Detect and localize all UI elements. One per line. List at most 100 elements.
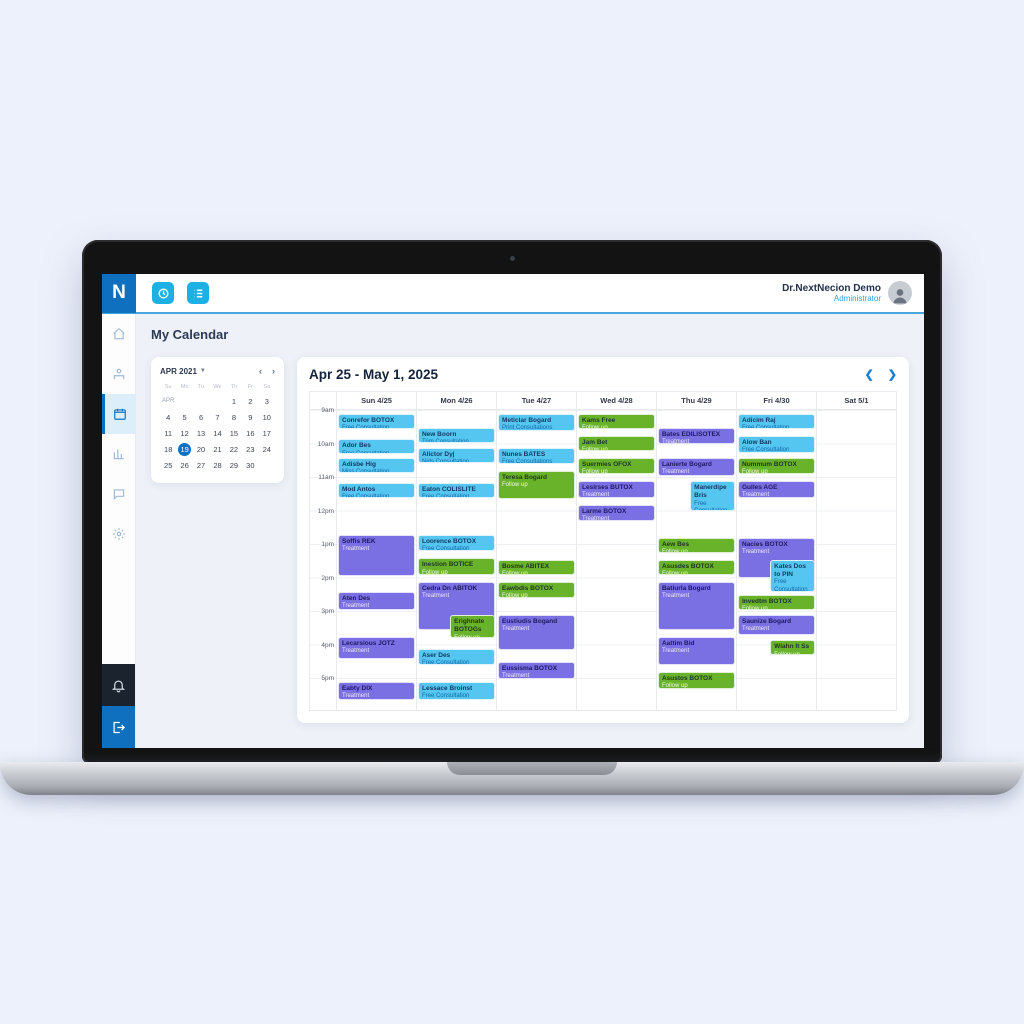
mini-day-cell[interactable]: 26 [180, 460, 189, 470]
appointment-event[interactable]: Ador Bes Free Consultation [338, 439, 415, 455]
sidebar-item-patients[interactable] [102, 354, 135, 394]
user-menu[interactable]: Dr.NextNecion Demo Administrator [782, 281, 912, 305]
appointment-event[interactable]: Invedtm BOTOX Follow up [738, 595, 815, 610]
mini-day-cell[interactable]: 13 [196, 428, 206, 438]
appointment-event[interactable]: Suermies OFOX Follow up [578, 457, 655, 475]
mini-day-cell[interactable]: 14 [213, 428, 222, 438]
appointment-event[interactable]: Adisbe Hig Miss Consultation [338, 457, 415, 473]
appointment-event[interactable]: Alow Ban Free Consultation [738, 436, 815, 453]
appointment-event[interactable]: Lecarsious JOTZ Treatment [338, 637, 415, 659]
week-prev-button[interactable]: ❮ [864, 369, 874, 381]
mini-prev-button[interactable]: ‹ [259, 366, 262, 376]
appointment-event[interactable]: Mod Antos Free Consultation [338, 483, 415, 498]
event-subtitle: Treatment [661, 469, 690, 476]
appointment-event[interactable]: Aten Des Treatment [338, 591, 415, 610]
appointment-event[interactable]: Nummum BOTOX Follow up [738, 457, 815, 475]
appointment-event[interactable]: Meticlar Bogard Print Consultations [497, 414, 575, 431]
appointment-event[interactable]: Eustiudis Bogand Treatment [497, 615, 575, 651]
appointment-event[interactable]: Lesirses BUTOX Treatment [578, 481, 655, 498]
time-label: 2pm [321, 574, 334, 582]
appointment-event[interactable]: Kates Dos to PIN Free Consultation [770, 560, 815, 592]
sidebar-item-settings[interactable] [102, 514, 135, 554]
mini-day-cell[interactable]: 8 [231, 412, 236, 422]
mini-day-cell[interactable]: 16 [246, 428, 255, 438]
mini-day-cell[interactable]: 30 [246, 460, 255, 470]
mini-day-cell[interactable]: 15 [229, 428, 239, 438]
mini-day-cell[interactable]: 22 [229, 444, 239, 454]
appointment-event[interactable]: Erighnate BOTOGs Follow up [450, 615, 495, 639]
appointment-event[interactable]: Eaton COLISLITE Free Consultation [417, 483, 495, 498]
mini-day-cell[interactable]: 11 [164, 428, 173, 438]
appointment-event[interactable]: Asusdes BOTOX Follow up [657, 560, 735, 575]
appointment-event[interactable]: Jam Bet Follow up [578, 436, 655, 451]
event-subtitle: Follow up [742, 606, 768, 610]
mini-day-cell[interactable]: 1 [231, 396, 236, 406]
appointment-event[interactable]: Soffis REK Treatment [338, 534, 415, 577]
mini-day-cell[interactable]: 17 [262, 428, 271, 438]
mini-day-cell[interactable]: 23 [246, 444, 255, 454]
appointment-event[interactable]: Aser Des Free Consultation [417, 648, 495, 666]
appointment-event[interactable]: Bates EDILISOTEX Treatment [657, 427, 735, 445]
appointment-event[interactable]: Inestion BOTICE Follow up [417, 558, 495, 575]
mini-day-cell[interactable]: 19 [176, 441, 192, 457]
appointment-event[interactable]: Batiurla Bogard Treatment [657, 581, 735, 631]
appointment-event[interactable]: Lessace Broinst Free Consultation [417, 682, 495, 701]
appointment-event[interactable]: Adicim Raj Free Consultation [738, 414, 815, 430]
appointment-event[interactable]: New Boorn Trim Consultation [417, 427, 495, 443]
mini-day-cell[interactable]: 20 [196, 444, 206, 454]
mini-day-cell [176, 393, 192, 409]
appointment-event[interactable]: Kams Free Follow up [578, 414, 655, 430]
appointment-event[interactable]: Larme BOTOX Treatment [578, 504, 655, 522]
mini-day-cell[interactable]: 7 [215, 412, 220, 422]
history-icon[interactable] [152, 282, 174, 304]
appointment-event[interactable]: Eabty DIX Treatment [338, 682, 415, 701]
sidebar-item-calendar[interactable] [102, 394, 135, 434]
sidebar-item-reports[interactable] [102, 434, 135, 474]
mini-day-cell[interactable]: 29 [229, 460, 239, 470]
list-icon[interactable] [187, 282, 209, 304]
mini-day-cell[interactable]: 3 [264, 396, 269, 406]
mini-day-cell[interactable]: 25 [164, 460, 173, 470]
appointment-event[interactable]: Loorence BOTOX Free Consultation [417, 534, 495, 552]
mini-calendar-month[interactable]: APR 2021 [160, 366, 197, 376]
appointment-event[interactable]: Lanierte Bogard Treatment [657, 457, 735, 476]
avatar[interactable] [888, 281, 912, 305]
mini-day-cell[interactable]: 10 [262, 412, 271, 422]
event-title: Alictor Dyj [421, 450, 455, 458]
event-subtitle: Follow up [501, 482, 528, 489]
appointment-event[interactable]: Saunize Bogard Treatment [738, 615, 815, 636]
mini-day-cell[interactable]: 4 [166, 412, 171, 422]
logout-icon[interactable] [102, 706, 135, 748]
appointment-event[interactable]: Conrefor BOTOX Free Consultation [338, 414, 415, 430]
appointment-event[interactable]: Eussisma BOTOX Treatment [497, 662, 575, 679]
appointment-event[interactable]: Manerdipe Bris Free Consultation [690, 481, 735, 512]
appointment-event[interactable]: Gulles AGE Treatment [738, 481, 815, 498]
mini-day-cell[interactable]: 18 [164, 444, 173, 454]
sidebar-item-messages[interactable] [102, 474, 135, 514]
mini-day-cell[interactable]: 28 [213, 460, 222, 470]
appointment-event[interactable]: Alictor Dyj Nids Consultation [417, 447, 495, 463]
mini-day-cell[interactable]: 27 [196, 460, 206, 470]
appointment-event[interactable]: Teresa Bogard Follow up [497, 471, 575, 500]
sidebar-item-home[interactable] [102, 314, 135, 354]
mini-next-button[interactable]: › [272, 366, 275, 376]
appointment-event[interactable]: Aattim Bid Treatment [657, 637, 735, 666]
notifications-bell-icon[interactable] [102, 664, 135, 706]
appointment-event[interactable]: Wiahn It Ss Follow up [770, 640, 815, 656]
appointment-event[interactable]: Eawbdis BOTOX Follow up [497, 581, 575, 599]
mini-day-cell[interactable]: 24 [262, 444, 271, 454]
mini-day-cell[interactable]: 21 [213, 444, 222, 454]
time-label: 12pm [317, 507, 334, 515]
mini-day-cell[interactable]: 12 [180, 428, 189, 438]
week-next-button[interactable]: ❯ [887, 369, 897, 381]
mini-day-cell[interactable]: 2 [248, 396, 253, 406]
mini-day-cell[interactable]: 6 [198, 412, 204, 422]
appointment-event[interactable]: Asustos BOTOX Follow up [657, 672, 735, 689]
appointment-event[interactable]: Bosme ABITEX Follow up [497, 560, 575, 575]
topbar: N Dr.NextNecion Demo Administrator [102, 274, 924, 314]
mini-weekday-label: Fr [247, 384, 253, 390]
appointment-event[interactable]: Aew Bes Follow up [657, 538, 735, 554]
appointment-event[interactable]: Nunes BATES Free Consultations [497, 447, 575, 465]
mini-day-cell[interactable]: 9 [248, 412, 253, 422]
mini-day-cell[interactable]: 5 [182, 412, 187, 422]
